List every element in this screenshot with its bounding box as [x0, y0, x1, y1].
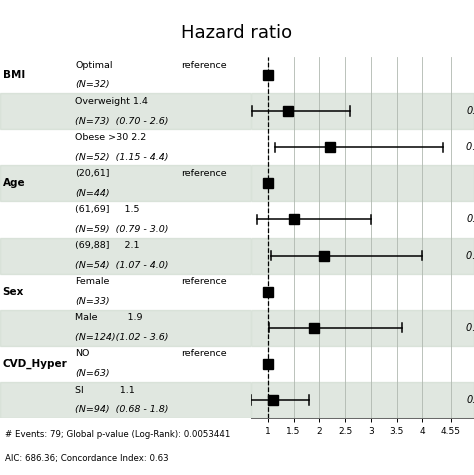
- Bar: [0, 93, 251, 129]
- Text: Overweight 1.4: Overweight 1.4: [75, 97, 148, 106]
- Text: reference: reference: [181, 277, 227, 286]
- Bar: [0, 165, 251, 201]
- Text: reference: reference: [181, 169, 227, 178]
- Text: 0.018 *: 0.018 *: [466, 142, 474, 152]
- Bar: [251, 310, 474, 346]
- Text: CVD_Hyper: CVD_Hyper: [2, 359, 67, 369]
- Text: Obese >30 2.2: Obese >30 2.2: [75, 133, 146, 142]
- Text: Sex: Sex: [2, 286, 24, 297]
- Bar: [251, 93, 474, 129]
- Text: 0.03 *: 0.03 *: [466, 250, 474, 261]
- Text: (N=32): (N=32): [75, 80, 110, 89]
- Bar: [0, 382, 251, 418]
- Text: reference: reference: [181, 61, 227, 70]
- Bar: [251, 238, 474, 274]
- Text: Optimal: Optimal: [75, 61, 113, 70]
- Text: (N=52)  (1.15 - 4.4): (N=52) (1.15 - 4.4): [75, 152, 169, 162]
- Text: NO: NO: [75, 350, 90, 359]
- Text: 0.204: 0.204: [466, 214, 474, 225]
- Text: (N=54)  (1.07 - 4.0): (N=54) (1.07 - 4.0): [75, 261, 169, 270]
- Text: Age: Age: [2, 178, 25, 189]
- Bar: [0, 238, 251, 274]
- Text: Hazard ratio: Hazard ratio: [182, 24, 292, 42]
- Text: (N=33): (N=33): [75, 297, 110, 306]
- Text: Male          1.9: Male 1.9: [75, 314, 143, 323]
- Bar: [0, 310, 251, 346]
- Text: (N=63): (N=63): [75, 369, 110, 378]
- Text: 0.7: 0.7: [466, 395, 474, 405]
- Text: AIC: 686.36; Concordance Index: 0.63: AIC: 686.36; Concordance Index: 0.63: [5, 454, 168, 463]
- Text: BMI: BMI: [2, 70, 25, 80]
- Text: (N=94)  (0.68 - 1.8): (N=94) (0.68 - 1.8): [75, 405, 169, 414]
- Text: (N=124)(1.02 - 3.6): (N=124)(1.02 - 3.6): [75, 333, 169, 342]
- Text: (69,88]     2.1: (69,88] 2.1: [75, 241, 140, 250]
- Text: 0.045 *: 0.045 *: [466, 323, 474, 333]
- Text: # Events: 79; Global p-value (Log-Rank): 0.0053441: # Events: 79; Global p-value (Log-Rank):…: [5, 430, 230, 439]
- Text: Female: Female: [75, 277, 110, 286]
- Text: (N=44): (N=44): [75, 189, 110, 198]
- Text: (N=59)  (0.79 - 3.0): (N=59) (0.79 - 3.0): [75, 225, 169, 234]
- Bar: [251, 165, 474, 201]
- Text: SI            1.1: SI 1.1: [75, 386, 135, 395]
- Text: (61,69]     1.5: (61,69] 1.5: [75, 205, 140, 214]
- Text: (N=73)  (0.70 - 2.6): (N=73) (0.70 - 2.6): [75, 116, 169, 125]
- Bar: [251, 382, 474, 418]
- Text: (20,61]: (20,61]: [75, 169, 110, 178]
- Text: reference: reference: [181, 350, 227, 359]
- Text: 0.367: 0.367: [466, 106, 474, 116]
